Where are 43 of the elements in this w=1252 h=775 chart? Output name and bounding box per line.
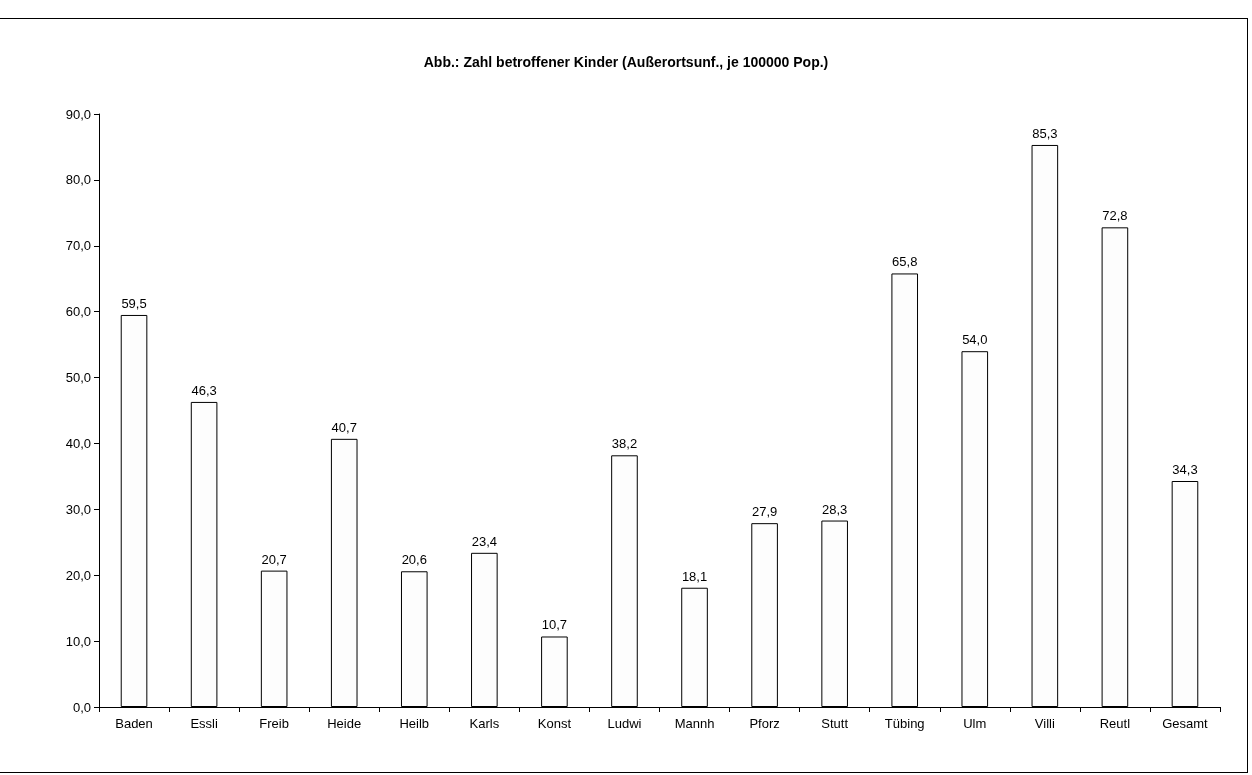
data-label: 18,1 bbox=[681, 568, 708, 584]
y-tick-label: 50,0 bbox=[65, 370, 91, 386]
x-tick-label: Heide bbox=[327, 716, 362, 731]
y-tick-label: 40,0 bbox=[65, 435, 91, 451]
y-tick-label: 80,0 bbox=[65, 172, 91, 188]
data-label: 40,7 bbox=[331, 419, 357, 435]
y-tick-label: 10,0 bbox=[65, 633, 91, 649]
data-label: 10,7 bbox=[541, 617, 568, 633]
y-tick-label: 20,0 bbox=[65, 567, 91, 583]
y-tick-label: 0,0 bbox=[72, 699, 91, 715]
x-tick-label: Heilb bbox=[399, 716, 430, 731]
x-tick-label: Gesamt bbox=[1162, 716, 1209, 731]
y-tick-label: 60,0 bbox=[65, 304, 91, 320]
data-label: 38,2 bbox=[611, 436, 638, 452]
x-tick-label: Essli bbox=[190, 716, 218, 731]
x-tick-label: Baden bbox=[115, 716, 153, 731]
x-tick-label: Ulm bbox=[963, 716, 987, 731]
data-label: 20,6 bbox=[401, 552, 427, 568]
x-tick-label: Tübing bbox=[884, 716, 925, 731]
data-label: 46,3 bbox=[191, 382, 217, 398]
data-label: 23,4 bbox=[471, 533, 497, 549]
x-tick-label: Reutl bbox=[1099, 716, 1131, 731]
data-label: 28,3 bbox=[822, 501, 848, 517]
x-tick-label: Konst bbox=[537, 716, 572, 731]
data-label: 65,8 bbox=[892, 254, 918, 270]
x-tick-label: Mannh bbox=[674, 716, 715, 731]
data-label: 20,7 bbox=[261, 551, 287, 567]
x-tick-label: Stutt bbox=[821, 716, 849, 731]
data-label: 85,3 bbox=[1032, 125, 1058, 141]
x-tick-label: Karls bbox=[469, 716, 500, 731]
chart-title: Abb.: Zahl betroffener Kinder (Außerortsunf., je 100000 Pop.) bbox=[423, 54, 829, 70]
data-label: 59,5 bbox=[121, 295, 147, 311]
y-tick-label: 30,0 bbox=[65, 501, 91, 517]
y-tick-label: 70,0 bbox=[65, 238, 91, 254]
x-tick-label: Villi bbox=[1034, 716, 1055, 731]
x-tick-label: Ludwi bbox=[607, 716, 642, 731]
data-label: 34,3 bbox=[1172, 462, 1198, 477]
x-tick-label: Freib bbox=[259, 716, 289, 731]
x-tick-label: Pforz bbox=[749, 716, 780, 731]
data-label: 72,8 bbox=[1102, 208, 1128, 224]
data-label: 54,0 bbox=[962, 332, 988, 348]
data-label: 27,9 bbox=[751, 504, 778, 520]
y-tick-label: 90,0 bbox=[65, 106, 91, 122]
